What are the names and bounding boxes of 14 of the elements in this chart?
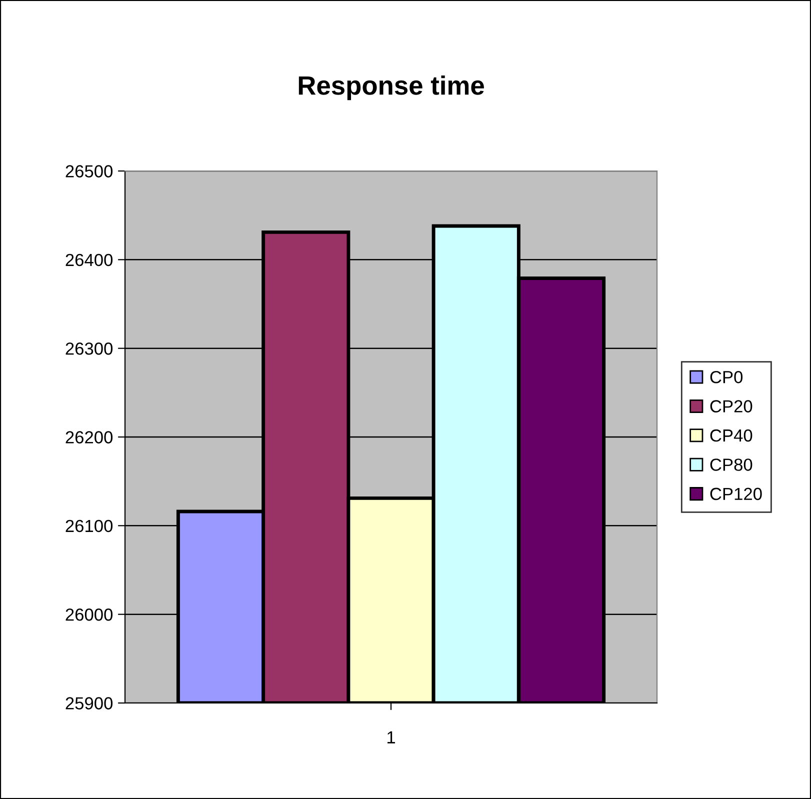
legend-label: CP0 — [710, 370, 743, 384]
y-tick-label: 26500 — [66, 165, 113, 178]
legend-label: CP40 — [710, 429, 752, 442]
chart-title: Response time — [298, 75, 484, 100]
legend-label: CP80 — [710, 458, 752, 471]
legend-label: CP120 — [710, 488, 762, 500]
y-tick-label: 26200 — [66, 431, 113, 444]
legend-label: CP20 — [710, 400, 752, 412]
y-tick-label: 26300 — [66, 342, 113, 355]
y-tick-label: 25900 — [66, 697, 113, 710]
x-tick-label: 1 — [387, 731, 395, 744]
y-tick-label: 26100 — [66, 520, 113, 532]
y-tick-label: 26400 — [66, 254, 113, 266]
y-tick-label: 26000 — [66, 608, 113, 621]
